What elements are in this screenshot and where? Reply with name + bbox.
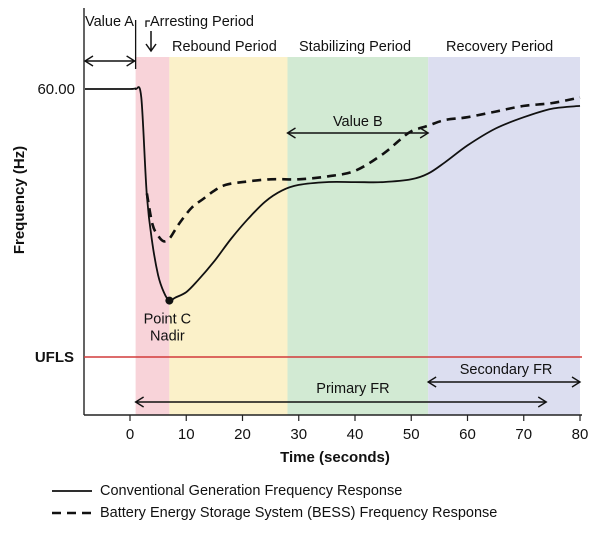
value-b-arrow [286, 127, 430, 139]
x-tick-label: 20 [234, 426, 251, 443]
x-tick-label: 80 [572, 426, 589, 443]
arrow-head-right [537, 396, 548, 408]
x-tick-label: 0 [126, 426, 134, 443]
arresting-period-label: Arresting Period [150, 14, 254, 30]
solid-line-swatch [52, 490, 92, 492]
legend: Conventional Generation Frequency Respon… [50, 480, 590, 524]
rebound-period-label: Rebound Period [172, 39, 277, 55]
ufls-label: UFLS [35, 349, 74, 366]
arrow-head-right [419, 127, 430, 139]
stabilizing-period-band [287, 57, 429, 415]
x-axis-title: Time (seconds) [280, 449, 390, 466]
bess-frequency-response-line [145, 96, 581, 243]
x-axis-ticks: 0 10 20 30 40 50 60 70 80 [126, 415, 589, 443]
x-tick-label: 40 [347, 426, 364, 443]
primary-fr-label: Primary FR [316, 381, 389, 397]
legend-label-conventional: Conventional Generation Frequency Respon… [100, 483, 403, 499]
arresting-period-band [135, 57, 170, 415]
arrow-head-right [126, 55, 136, 67]
legend-label-bess: Battery Energy Storage System (BESS) Fre… [100, 505, 498, 521]
recovery-period-label: Recovery Period [446, 39, 553, 55]
primary-fr-arrow [134, 396, 548, 408]
x-tick-label: 60 [459, 426, 476, 443]
recovery-period-band [428, 57, 580, 415]
rebound-period-band [169, 57, 288, 415]
value-b-label: Value B [333, 114, 383, 130]
nadir-label-nadir: Nadir [150, 329, 185, 345]
dashed-line-swatch [52, 511, 92, 515]
arresting-period-arrow [145, 31, 157, 53]
nadir-label-point-c: Point C [144, 312, 192, 328]
x-tick-label: 70 [515, 426, 532, 443]
arrow-head-left [426, 376, 437, 388]
arrow-head-left [134, 396, 144, 408]
legend-item-bess: Battery Energy Storage System (BESS) Fre… [50, 502, 590, 524]
nadir-point [165, 296, 174, 305]
secondary-fr-arrow [426, 376, 582, 388]
value-a-arrow [83, 55, 136, 67]
x-tick-label: 30 [290, 426, 307, 443]
arrow-head-left [83, 55, 94, 67]
arrow-head-right [571, 376, 582, 388]
legend-item-conventional: Conventional Generation Frequency Respon… [50, 480, 590, 502]
secondary-fr-label: Secondary FR [460, 362, 553, 378]
y-axis-ticks: 60.00 [37, 81, 75, 98]
arrow-head-left [286, 127, 296, 139]
y-tick-label: 60.00 [37, 81, 75, 98]
stabilizing-period-label: Stabilizing Period [299, 39, 411, 55]
x-tick-label: 10 [178, 426, 195, 443]
value-a-label: Value A [85, 14, 134, 30]
x-tick-label: 50 [403, 426, 420, 443]
arresting-period-bracket [145, 20, 150, 27]
conventional-frequency-response-line [85, 86, 581, 302]
y-axis-title: Frequency (Hz) [11, 146, 28, 254]
